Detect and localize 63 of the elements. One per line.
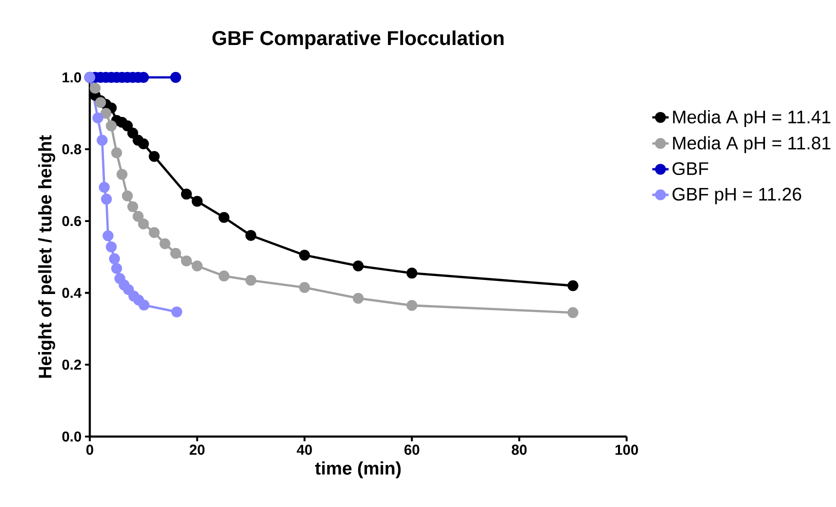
point	[127, 127, 138, 138]
point	[160, 238, 170, 250]
point	[352, 260, 364, 272]
point	[180, 255, 192, 266]
point	[218, 212, 230, 223]
point	[116, 168, 128, 180]
point	[102, 230, 114, 242]
point	[299, 282, 310, 293]
point	[98, 182, 110, 193]
y-axis-title: Height of pellet / tube height	[38, 135, 56, 378]
point	[100, 194, 112, 204]
point	[180, 188, 192, 200]
point	[138, 300, 150, 310]
y-tick-label: 0.0	[62, 431, 82, 442]
legend-label: Media A pH = 11.41	[673, 110, 830, 127]
point	[122, 190, 133, 202]
point	[100, 108, 112, 119]
point	[138, 218, 149, 230]
point	[106, 241, 117, 252]
point	[406, 300, 418, 311]
point	[567, 280, 578, 292]
x-tick-label: 20	[190, 444, 205, 455]
point	[109, 253, 120, 264]
legend-label: Media A pH = 11.81	[673, 136, 830, 153]
point	[122, 284, 134, 295]
legend-label: GBF pH = 11.26	[672, 188, 802, 204]
point	[111, 262, 122, 274]
x-tick-label: 100	[616, 444, 638, 455]
point	[148, 226, 160, 238]
point	[170, 72, 182, 83]
point	[218, 270, 230, 282]
point	[245, 230, 256, 241]
x-tick-label: 60	[404, 444, 420, 455]
x-tick-label: 80	[512, 444, 527, 455]
point	[90, 82, 101, 94]
y-tick-label: 0.4	[62, 288, 82, 298]
point	[111, 147, 122, 158]
chart-title: GBF Comparative Flocculation	[212, 30, 504, 50]
x-tick-label: 0	[86, 444, 94, 455]
x-axis-title: time (min)	[315, 461, 401, 478]
y-tick-label: 1.0	[62, 72, 82, 82]
point	[171, 306, 182, 318]
legend-label: GBF	[672, 162, 708, 175]
point	[138, 138, 149, 150]
point	[192, 260, 203, 272]
point	[352, 292, 364, 304]
point	[132, 210, 144, 222]
y-tick-label: 0.6	[62, 216, 82, 226]
point	[299, 250, 310, 260]
point	[96, 134, 108, 146]
point	[148, 150, 160, 162]
y-tick-label: 0.2	[62, 360, 82, 370]
point	[245, 274, 256, 286]
point	[92, 112, 104, 124]
point	[122, 120, 133, 132]
point	[406, 268, 418, 278]
point	[192, 196, 203, 207]
point	[127, 201, 138, 212]
point	[567, 307, 578, 318]
x-tick-label: 40	[296, 444, 312, 455]
point	[170, 248, 182, 259]
point	[106, 120, 117, 132]
y-tick-label: 0.8	[62, 144, 82, 154]
